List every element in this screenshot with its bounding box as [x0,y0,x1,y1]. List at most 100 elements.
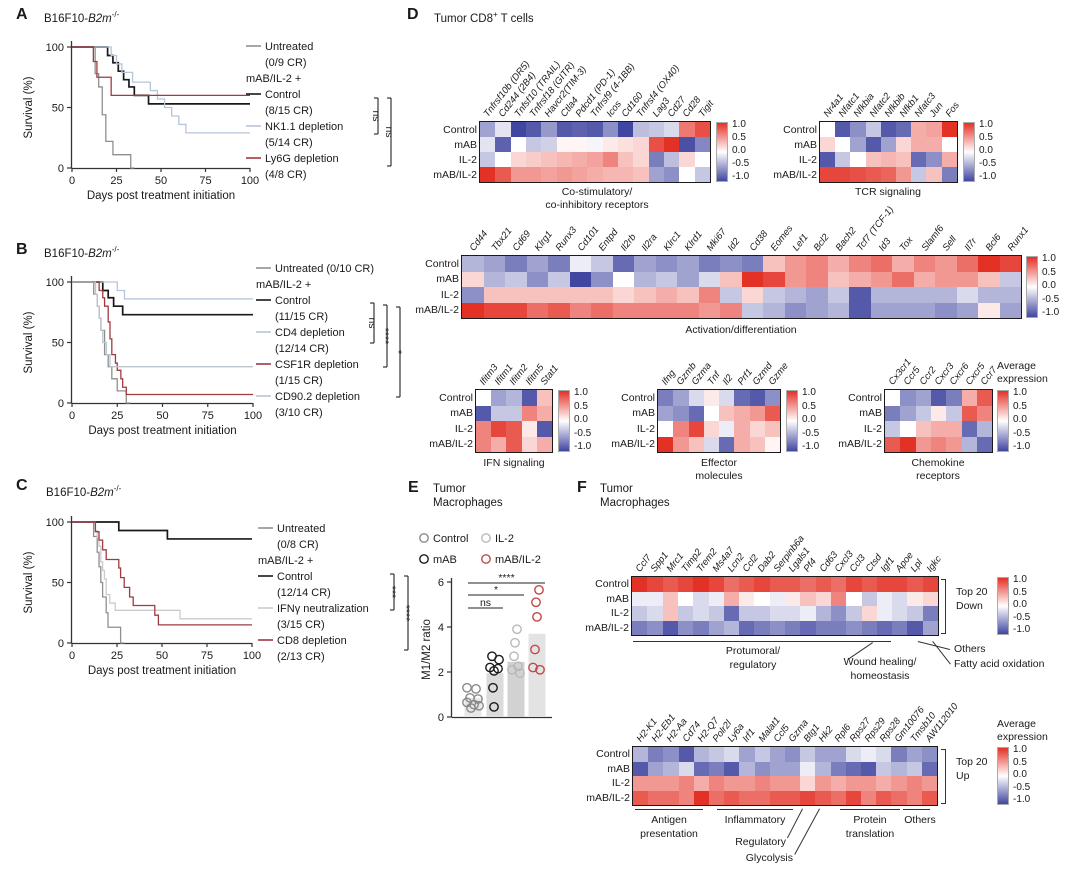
group-label: Regulatory [735,836,786,848]
x-axis-title: Days post treatment initiation [88,665,236,677]
heatmap-cell [602,122,619,138]
heatmap-cell [930,390,947,407]
heatmap-cell [885,421,901,438]
heatmap-cell [679,137,696,153]
colorbar [963,122,975,182]
heatmap-cell [491,405,507,422]
heatmap-cell [677,271,700,288]
heatmap-cell [662,620,679,636]
heatmap-cell [587,137,604,153]
legend-label: NK1.1 depletion [265,121,343,133]
heatmap-cell [480,167,496,183]
heatmap-cell [906,747,923,763]
heatmap-cell [749,390,766,407]
heatmap-cell [891,747,908,763]
heatmap-cell [694,152,711,168]
heatmap-cell [688,390,705,407]
heatmap-cell [880,122,897,138]
heatmap-border [461,255,1022,319]
y-tick-label: 100 [46,517,64,529]
heatmap-row-label: IL-2 [611,777,630,790]
heatmap-caption: receptors [916,470,960,482]
heatmap-cell [922,591,939,607]
heatmap-cell [462,271,485,288]
e-y-tick-label: 4 [438,622,444,634]
heatmap-cell [815,761,832,777]
heatmap-cell [946,421,963,438]
heatmap-cell [906,776,923,792]
heatmap-cell [662,577,679,593]
heatmap-cell [693,591,710,607]
heatmap-cell [709,790,725,806]
heatmap-cell [741,256,764,273]
heatmap-cell [548,287,571,304]
heatmap-cell [835,152,851,168]
heatmap-cell [845,776,862,792]
heatmap-cell [734,421,751,438]
colorbar [558,390,570,452]
x-tick-label: 100 [244,410,262,422]
e-point-IL-2 [512,624,522,635]
heatmap-cell [915,436,932,453]
x-tick-label: 75 [201,650,213,662]
heatmap-cell [926,167,943,183]
heatmap-cell [708,620,725,636]
legend-label: CD8 depletion [277,635,347,647]
heatmap-cell [724,761,740,777]
heatmap-row-label: mAB/IL-2 [429,438,473,451]
heatmap-cell [663,761,680,777]
colorbar-tick: 1.0 [732,119,746,130]
heatmap-cell [612,256,635,273]
panel-d-title-sup: + [493,10,498,19]
heatmap-cell [749,405,766,422]
group-label: homeostasis [850,670,910,682]
heatmap-cell [830,606,847,622]
heatmap-cell [892,256,915,273]
e-point-mAB/IL-2 [532,611,542,622]
sig-label: *** [386,586,398,598]
colorbar-tick: 0.5 [1013,586,1027,598]
x-tick-label: 50 [155,175,167,187]
heatmap-cell [677,302,700,319]
heatmap-cell [911,122,927,138]
colorbar-tick: 0.0 [1013,599,1027,610]
heatmap-cell [693,776,710,792]
bracket-cap [941,579,946,580]
heatmap-cell [739,776,756,792]
heatmap-cell [648,167,665,183]
heatmap-cell [906,790,923,806]
heatmap-cell [941,167,958,183]
heatmap-cell [709,761,725,777]
panel-a-letter: A [16,6,28,23]
y-tick-label: 100 [46,277,64,289]
heatmap-cell [739,747,756,763]
x-tick-label: 0 [69,410,75,422]
heatmap-cell [462,256,485,273]
heatmap-cell [806,271,829,288]
heatmap-cell [754,761,771,777]
heatmap-cell [658,390,674,407]
heatmap-cell [525,152,542,168]
e-point-Control [462,682,472,693]
panel-b-title-gene: B2m [88,247,112,260]
survival-curve-CD4 depletion [72,281,253,300]
heatmap-cell [679,122,696,138]
panel-a-title-gene: B2m [88,12,112,25]
colorbar-tick: -1.0 [574,441,592,452]
heatmap-cell [800,591,817,607]
heatmap-cell [521,390,538,407]
heatmap-cell [815,577,832,593]
bracket-cap [941,633,946,634]
heatmap-cell [806,287,829,304]
heatmap-row-label: mAB/IL-2 [586,791,630,804]
heatmap-cell [734,405,751,422]
heatmap-cell [703,405,720,422]
heatmap-cell [846,606,863,622]
heatmap-cell [876,747,892,763]
heatmap-row-label: Control [425,257,459,270]
heatmap-cell [703,421,720,438]
sig-label: **** [379,328,391,344]
heatmap-cell [785,577,801,593]
heatmap-cell [921,747,938,763]
